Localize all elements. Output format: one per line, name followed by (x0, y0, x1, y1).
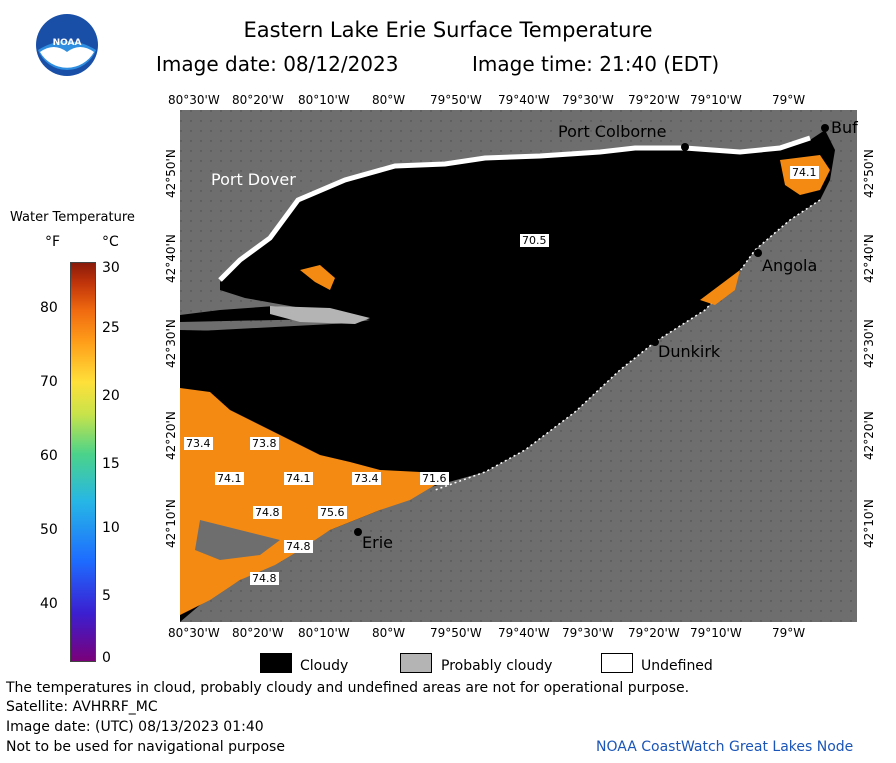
celsius-tick: 15 (102, 456, 120, 472)
south-shore (434, 199, 821, 491)
longitude-label: 80°10'W (298, 93, 350, 107)
operational-note: The temperatures in cloud, probably clou… (6, 680, 690, 696)
colorbar-title: Water Temperature (10, 210, 135, 225)
latitude-label: 42°50'N (164, 149, 178, 198)
temperature-label: 71.6 (420, 472, 449, 485)
probably-cloudy (270, 306, 370, 324)
latitude-label: 42°30'N (164, 319, 178, 368)
longitude-label: 79°30'W (562, 93, 614, 107)
warm-water-spot (300, 265, 335, 290)
longitude-label: 79°30'W (562, 626, 614, 640)
temperature-colorbar (70, 262, 96, 662)
longitude-label: 79°20'W (628, 626, 680, 640)
undefined-swatch (601, 653, 633, 673)
longitude-label: 79°W (772, 626, 806, 640)
unit-fahrenheit: °F (45, 234, 61, 250)
undefined-shore (218, 135, 811, 282)
warm-water-west (180, 388, 440, 615)
latitude-label: 42°50'N (862, 149, 876, 198)
temperature-label: 74.1 (215, 472, 244, 485)
fahrenheit-tick: 50 (40, 522, 58, 538)
longitude-label: 79°10'W (690, 626, 742, 640)
place-erie: Erie (362, 533, 393, 552)
celsius-tick: 25 (102, 320, 120, 336)
latitude-label: 42°10'N (164, 499, 178, 548)
celsius-tick: 20 (102, 388, 120, 404)
unit-celsius: °C (102, 234, 119, 250)
svg-text:NOAA: NOAA (53, 38, 82, 48)
latitude-label: 42°30'N (862, 319, 876, 368)
longitude-label: 79°50'W (430, 93, 482, 107)
longitude-label: 80°20'W (232, 93, 284, 107)
satellite-info: Satellite: AVHRRF_MC (6, 699, 158, 715)
temperature-label: 73.4 (184, 437, 213, 450)
latitude-label: 42°40'N (862, 234, 876, 283)
temperature-label: 73.8 (250, 437, 279, 450)
probably-cloudy-swatch (400, 653, 432, 673)
temperature-label: 74.8 (250, 572, 279, 585)
celsius-tick: 10 (102, 520, 120, 536)
place-buffalo: Buf (831, 118, 858, 137)
temperature-label: 75.6 (318, 506, 347, 519)
latitude-label: 42°40'N (164, 234, 178, 283)
image-time: Image time: 21:40 (EDT) (472, 52, 720, 76)
celsius-tick: 30 (102, 260, 120, 276)
credit: NOAA CoastWatch Great Lakes Node (596, 739, 854, 755)
temperature-label: 74.8 (284, 540, 313, 553)
place-port-colborne: Port Colborne (558, 122, 667, 141)
undefined-label: Undefined (641, 658, 713, 674)
longitude-label: 80°W (372, 93, 406, 107)
longitude-label: 79°40'W (498, 626, 550, 640)
longitude-label: 80°30'W (168, 93, 220, 107)
longitude-label: 79°10'W (690, 93, 742, 107)
latitude-label: 42°10'N (862, 499, 876, 548)
fahrenheit-tick: 70 (40, 374, 58, 390)
temperature-label: 74.1 (284, 472, 313, 485)
longitude-label: 80°W (372, 626, 406, 640)
map-title: Eastern Lake Erie Surface Temperature (243, 18, 653, 42)
place-dunkirk: Dunkirk (658, 342, 721, 361)
longitude-label: 80°30'W (168, 626, 220, 640)
lake-map (180, 110, 857, 622)
temperature-label: 73.4 (352, 472, 381, 485)
temperature-label: 74.8 (253, 506, 282, 519)
fahrenheit-tick: 80 (40, 300, 58, 316)
latitude-label: 42°20'N (862, 411, 876, 460)
warm-water-angola (700, 270, 740, 305)
celsius-tick: 0 (102, 650, 111, 666)
fahrenheit-tick: 60 (40, 448, 58, 464)
longitude-label: 80°20'W (232, 626, 284, 640)
longitude-label: 79°50'W (430, 626, 482, 640)
longitude-label: 79°40'W (498, 93, 550, 107)
celsius-tick: 5 (102, 588, 111, 604)
place-port-dover: Port Dover (211, 170, 296, 189)
place-angola: Angola (762, 256, 818, 275)
erie-bay (195, 520, 280, 560)
probably-cloudy-label: Probably cloudy (441, 658, 553, 674)
latitude-label: 42°20'N (164, 411, 178, 460)
navigation-note: Not to be used for navigational purpose (6, 739, 285, 755)
cloudy-swatch (260, 653, 292, 673)
noaa-logo-icon: NOAA (36, 14, 98, 76)
longitude-label: 79°20'W (628, 93, 680, 107)
longitude-label: 79°W (772, 93, 806, 107)
longitude-label: 80°10'W (298, 626, 350, 640)
temperature-label: 74.1 (790, 166, 819, 179)
temperature-label: 70.5 (520, 234, 549, 247)
cloudy-label: Cloudy (300, 658, 349, 674)
utc-date: Image date: (UTC) 08/13/2023 01:40 (6, 719, 264, 735)
image-date: Image date: 08/12/2023 (156, 52, 399, 76)
fahrenheit-tick: 40 (40, 596, 58, 612)
